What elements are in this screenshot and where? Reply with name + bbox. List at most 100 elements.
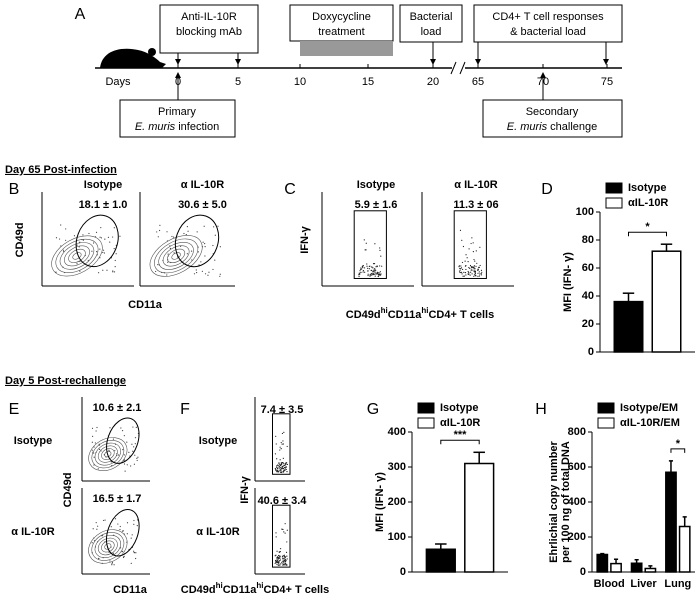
plot-dot: [126, 522, 129, 524]
plot-dot: [468, 266, 470, 269]
plot-dot: [133, 523, 135, 525]
box: [159, 4, 259, 54]
panel-letter: E: [9, 401, 20, 418]
plot-dot: [133, 463, 135, 465]
plot-dot: [122, 449, 124, 451]
plot-dot: [196, 271, 198, 274]
plot-dot: [277, 561, 279, 564]
plot-dot: [480, 273, 482, 275]
plot-dot: [91, 542, 93, 544]
plot-dot: [277, 558, 279, 560]
plot-dot: [136, 519, 139, 521]
plot-dot: [55, 271, 57, 273]
plot-dot: [280, 466, 282, 469]
plot-dot: [219, 275, 221, 277]
plot-dot: [99, 248, 101, 250]
plot-dot: [283, 557, 285, 559]
contour: [167, 248, 186, 264]
plot-dot: [279, 557, 281, 560]
plot-dot: [136, 459, 138, 462]
plot-dot: [283, 470, 285, 472]
plot-dot: [372, 267, 374, 269]
plot-dot: [97, 272, 100, 274]
plot-dot: [137, 456, 139, 458]
plot-dot: [115, 253, 117, 255]
plot-dot: [136, 457, 138, 459]
plot-dot: [133, 550, 135, 552]
plot-dot: [113, 271, 116, 273]
y-axis-label: MFI (IFN- γ): [374, 472, 386, 532]
axis-label: IFN-γ: [239, 475, 251, 503]
plot-dot: [477, 272, 479, 274]
plot-dot: [79, 270, 81, 272]
column-label: Isotype: [357, 179, 396, 191]
plot-dot: [473, 258, 475, 261]
plot-dot: [131, 534, 133, 536]
plot-dot: [283, 555, 286, 558]
plot-dot: [364, 249, 366, 251]
plot-dot: [284, 532, 286, 534]
plot-dot: [124, 470, 126, 472]
plot-dot: [104, 238, 106, 240]
plot-dot: [274, 559, 277, 562]
plot-dot: [480, 269, 483, 271]
plot-dot: [281, 467, 283, 469]
column-label: α IL-10R: [454, 179, 497, 191]
plot-dot: [97, 468, 99, 470]
plot-dot: [282, 555, 284, 557]
plot-dot: [468, 271, 470, 274]
plot-dot: [285, 463, 287, 465]
plot-dot: [278, 559, 280, 562]
plot-dot: [92, 242, 95, 244]
plot-dot: [462, 275, 464, 277]
plot-dot: [473, 267, 475, 269]
plot-dot: [480, 274, 482, 276]
plot-dot: [277, 470, 279, 472]
plot-dot: [279, 467, 281, 469]
plot-dot: [364, 271, 366, 273]
axis-label-part: hi: [381, 306, 388, 315]
plot-dot: [197, 251, 199, 253]
plot-dot: [366, 265, 368, 267]
significance-bracket: [628, 231, 667, 237]
plot-dot: [65, 228, 67, 230]
plot-dot: [467, 273, 469, 275]
plot-dot: [119, 528, 121, 531]
plot-dot: [286, 558, 288, 560]
plot-dot: [282, 528, 284, 531]
plot-dot: [458, 271, 461, 273]
contour: [91, 439, 125, 469]
plot-dot: [186, 253, 188, 255]
box-text: treatment: [318, 26, 364, 38]
plot-dot: [207, 274, 209, 276]
plot-dot: [371, 266, 373, 268]
plot-dot: [286, 529, 288, 531]
plot-dot: [186, 225, 188, 228]
row-label: α IL-10R: [11, 526, 54, 538]
plot-dot: [280, 448, 282, 450]
plot-dot: [114, 450, 116, 452]
plot-dot: [285, 468, 287, 471]
plot-dot: [472, 269, 474, 271]
plot-dot: [275, 560, 277, 562]
plot-dot: [279, 449, 281, 451]
plot-dot: [133, 552, 136, 554]
plot-dot: [285, 551, 288, 553]
plot-dot: [363, 267, 366, 269]
plot-dot: [279, 459, 281, 461]
plot-dot: [285, 462, 287, 464]
plot-dot: [98, 448, 101, 450]
plot-dot: [191, 259, 193, 261]
plot-dot: [460, 271, 463, 273]
plot-dot: [459, 229, 462, 231]
plot-dot: [274, 562, 276, 565]
plot-dot: [134, 443, 136, 445]
plot-dot: [131, 443, 133, 445]
plot-dot: [359, 270, 361, 272]
contour: [101, 540, 115, 553]
plot-dot: [277, 560, 279, 563]
plot-dot: [283, 431, 285, 433]
plot-dot: [130, 465, 132, 467]
plot-dot: [203, 225, 205, 227]
plot-dot: [278, 564, 280, 566]
